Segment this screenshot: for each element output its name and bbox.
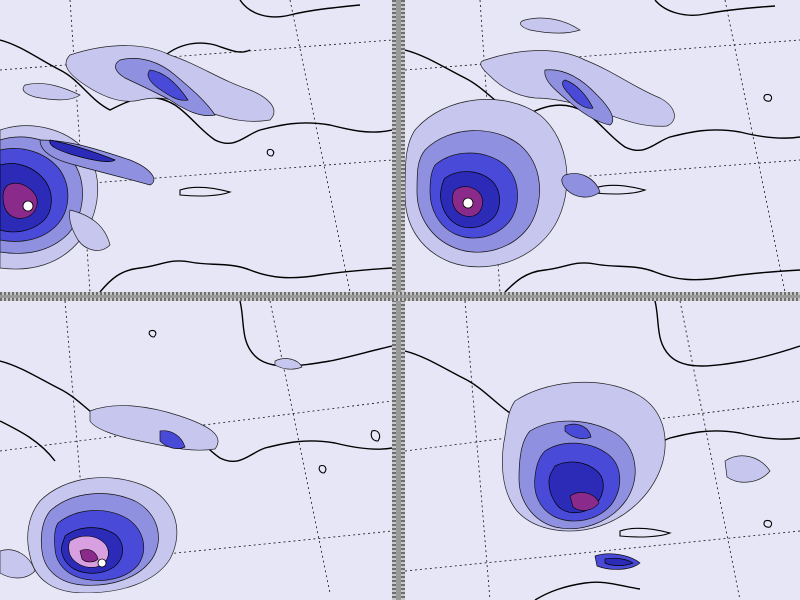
island-outline <box>318 465 327 474</box>
latitude-line <box>405 39 800 71</box>
coastline <box>504 262 800 292</box>
island-outline <box>763 519 773 528</box>
cyclone-core <box>79 549 99 563</box>
cyclone-eye <box>97 558 107 568</box>
coastline <box>654 301 800 367</box>
cyclone-eye <box>22 200 34 212</box>
island-outline <box>594 184 647 195</box>
precip-contour-light <box>274 358 303 370</box>
longitude-line <box>679 301 741 600</box>
latitude-line <box>405 400 800 452</box>
island-outline <box>179 186 232 197</box>
coastline <box>405 49 800 152</box>
precip-contour-light <box>520 17 581 34</box>
precip-contour-light <box>89 405 219 451</box>
coastline <box>239 301 392 367</box>
longitude-line <box>464 301 491 600</box>
map-panel-top-right <box>405 0 800 292</box>
island-outline <box>266 148 275 157</box>
coastline <box>654 0 776 16</box>
precip-contour-heavy <box>564 423 592 439</box>
island-outline <box>619 527 672 538</box>
island-outline <box>763 93 773 102</box>
island-outline <box>148 329 157 338</box>
precip-contour-moderate <box>561 173 601 198</box>
map-canvas-top-right <box>405 0 800 292</box>
map-canvas-bottom-left <box>0 301 392 593</box>
panel-divider-horizontal <box>0 292 800 301</box>
coastline <box>99 260 392 292</box>
feeder-band-core <box>49 139 116 162</box>
longitude-line <box>269 301 331 593</box>
longitude-line <box>289 0 351 292</box>
precip-contour-light <box>22 83 81 101</box>
map-canvas-top-left <box>0 0 392 292</box>
map-panel-bottom-right <box>405 301 800 600</box>
coastline <box>0 39 392 145</box>
precip-contour-light <box>724 455 771 483</box>
map-canvas-bottom-right <box>405 301 800 600</box>
coastline <box>0 420 56 462</box>
precip-contour-heavy <box>159 430 186 449</box>
coastline <box>534 581 641 600</box>
latitude-line <box>0 400 392 452</box>
latitude-line <box>405 530 800 572</box>
coastline <box>159 42 251 61</box>
precip-core <box>569 492 600 511</box>
cyclone-eye <box>462 197 474 209</box>
precip-contour-heavy <box>562 79 594 109</box>
longitude-line <box>64 301 91 593</box>
island-outline <box>370 430 381 442</box>
precip-contour-heavy <box>147 69 189 101</box>
map-panel-top-left <box>0 0 392 292</box>
precip-contour-intense <box>604 557 634 566</box>
precip-contour-light <box>69 209 111 251</box>
precip-contour-light <box>0 549 36 579</box>
coastline <box>239 0 361 18</box>
latitude-line <box>0 39 392 71</box>
map-panel-bottom-left <box>0 301 392 593</box>
